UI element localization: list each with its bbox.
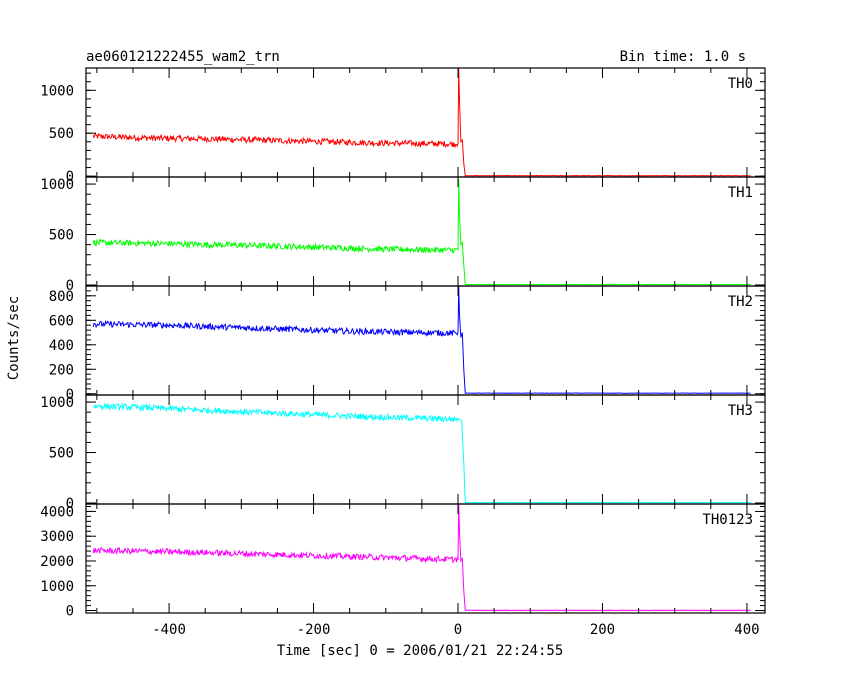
x-tick-label: 200 bbox=[590, 622, 615, 638]
y-tick-label: 500 bbox=[49, 228, 74, 244]
chart-title: ae060121222455_wam2_trn bbox=[86, 49, 280, 65]
series-line-th1 bbox=[92, 179, 751, 286]
series-line-th2 bbox=[92, 285, 751, 394]
y-tick-label: 600 bbox=[49, 313, 74, 329]
panel-label-th1: TH1 bbox=[728, 185, 753, 201]
panel-frame bbox=[85, 394, 766, 505]
y-tick-label: 0 bbox=[66, 604, 74, 620]
y-tick-label: 0 bbox=[66, 496, 74, 512]
panel-frame bbox=[85, 176, 766, 287]
panel-th3: TH3 0 500 1000 bbox=[40, 394, 766, 512]
panel-frame bbox=[85, 503, 766, 614]
y-tick-label: 0 bbox=[66, 278, 74, 294]
y-tick-label: 800 bbox=[49, 289, 74, 305]
panel-th0123: TH0123 0 1000 2000 3000 4000 -400 -200 0 200 400 bbox=[40, 503, 766, 638]
y-tick-label: 500 bbox=[49, 126, 74, 142]
y-tick-label: 200 bbox=[49, 362, 74, 378]
series-line-th3 bbox=[93, 402, 751, 504]
y-tick-label: 1000 bbox=[40, 395, 74, 411]
series-line-th0123 bbox=[92, 503, 751, 612]
panel-label-th3: TH3 bbox=[728, 403, 753, 419]
panel-th0: TH0 0 500 1000 bbox=[40, 67, 766, 185]
y-tick-label: 3000 bbox=[40, 529, 74, 545]
y-tick-label: 1000 bbox=[40, 579, 74, 595]
panel-frame bbox=[85, 67, 766, 178]
y-tick-label: 1000 bbox=[40, 83, 74, 99]
panel-label-th2: TH2 bbox=[728, 294, 753, 310]
x-tick-label: 0 bbox=[454, 622, 462, 638]
series-line-th0 bbox=[92, 67, 751, 177]
y-tick-label: 400 bbox=[49, 338, 74, 354]
x-tick-label: -200 bbox=[297, 622, 331, 638]
panel-th2: TH2 0 200 400 600 800 bbox=[49, 285, 766, 403]
x-tick-label: 400 bbox=[734, 622, 759, 638]
panel-label-th0: TH0 bbox=[728, 76, 753, 92]
y-tick-label: 2000 bbox=[40, 554, 74, 570]
y-tick-label: 4000 bbox=[40, 504, 74, 520]
y-tick-label: 1000 bbox=[40, 177, 74, 193]
panel-frame bbox=[85, 285, 766, 396]
x-tick-label: -400 bbox=[152, 622, 186, 638]
y-tick-label: 0 bbox=[66, 169, 74, 185]
panel-th1: TH1 0 500 1000 bbox=[40, 176, 766, 294]
panel-label-th0123: TH0123 bbox=[702, 512, 753, 528]
panels-group: TH005001000TH105001000TH20200400600800TH… bbox=[40, 67, 766, 638]
chart-subtitle: Bin time: 1.0 s bbox=[620, 49, 746, 65]
y-axis-label: Counts/sec bbox=[6, 296, 22, 380]
y-tick-label: 500 bbox=[49, 446, 74, 462]
y-tick-label: 0 bbox=[66, 387, 74, 403]
x-axis-label: Time [sec] 0 = 2006/01/21 22:24:55 bbox=[277, 643, 564, 659]
